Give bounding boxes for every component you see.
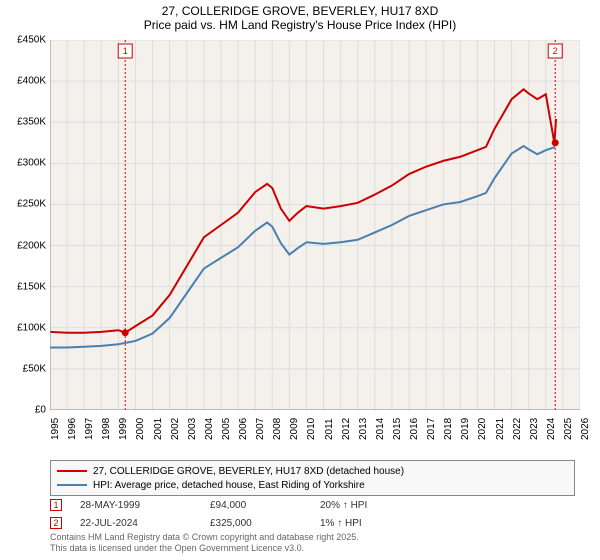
x-tick-label: 2007 [255, 418, 266, 440]
legend-box: 27, COLLERIDGE GROVE, BEVERLEY, HU17 8XD… [50, 460, 575, 496]
x-tick-label: 2008 [272, 418, 283, 440]
event-marker: 2 [50, 517, 62, 529]
x-tick-label: 2013 [358, 418, 369, 440]
x-tick-label: 1997 [84, 418, 95, 440]
x-tick-label: 2025 [563, 418, 574, 440]
footer-line1: Contains HM Land Registry data © Crown c… [50, 532, 359, 543]
event-price: £325,000 [210, 518, 320, 529]
x-tick-label: 2006 [238, 418, 249, 440]
x-tick-label: 2000 [135, 418, 146, 440]
chart-plot-area: 12 [50, 40, 580, 410]
x-tick-label: 2020 [477, 418, 488, 440]
x-tick-label: 2018 [443, 418, 454, 440]
legend-swatch [57, 470, 87, 472]
event-date: 28-MAY-1999 [80, 500, 210, 511]
chart-title-line1: 27, COLLERIDGE GROVE, BEVERLEY, HU17 8XD [0, 0, 600, 18]
x-tick-label: 2017 [426, 418, 437, 440]
x-tick-label: 2022 [512, 418, 523, 440]
footer-attribution: Contains HM Land Registry data © Crown c… [50, 532, 359, 554]
event-pct: 20% ↑ HPI [320, 500, 440, 511]
y-tick-label: £400K [17, 76, 46, 87]
chart-svg: 12 [50, 40, 580, 410]
chart-container: { "title_line1": "27, COLLERIDGE GROVE, … [0, 0, 600, 560]
x-tick-label: 2005 [221, 418, 232, 440]
legend-label: HPI: Average price, detached house, East… [93, 480, 365, 491]
legend-row: 27, COLLERIDGE GROVE, BEVERLEY, HU17 8XD… [57, 464, 568, 478]
x-axis: 1995 1996 1997 1998 1999 2000 2001 2002 2003 2004… [50, 410, 580, 460]
y-tick-label: £350K [17, 117, 46, 128]
x-tick-label: 2023 [529, 418, 540, 440]
y-tick-label: £0 [35, 405, 46, 416]
chart-title-line2: Price paid vs. HM Land Registry's House … [0, 18, 600, 32]
x-tick-label: 2003 [187, 418, 198, 440]
x-tick-label: 2014 [375, 418, 386, 440]
x-tick-label: 2019 [460, 418, 471, 440]
x-tick-label: 2001 [153, 418, 164, 440]
x-tick-label: 2015 [392, 418, 403, 440]
x-tick-label: 2011 [324, 418, 335, 440]
legend-swatch [57, 484, 87, 486]
x-tick-label: 1999 [118, 418, 129, 440]
svg-text:2: 2 [553, 46, 558, 56]
y-tick-label: £300K [17, 158, 46, 169]
event-pct: 1% ↑ HPI [320, 518, 440, 529]
event-date: 22-JUL-2024 [80, 518, 210, 529]
x-tick-label: 2010 [306, 418, 317, 440]
x-tick-label: 2012 [341, 418, 352, 440]
y-tick-label: £200K [17, 240, 46, 251]
y-tick-label: £150K [17, 281, 46, 292]
event-row: 1 28-MAY-1999£94,00020% ↑ HPI [50, 497, 440, 513]
x-tick-label: 2021 [495, 418, 506, 440]
y-tick-label: £50K [23, 363, 46, 374]
x-tick-label: 2016 [409, 418, 420, 440]
x-tick-label: 1996 [67, 418, 78, 440]
y-tick-label: £100K [17, 322, 46, 333]
x-tick-label: 1995 [50, 418, 61, 440]
legend-row: HPI: Average price, detached house, East… [57, 478, 568, 492]
y-tick-label: £450K [17, 35, 46, 46]
x-tick-label: 2024 [546, 418, 557, 440]
x-tick-label: 2026 [580, 418, 591, 440]
legend-label: 27, COLLERIDGE GROVE, BEVERLEY, HU17 8XD… [93, 466, 404, 477]
event-table: 1 28-MAY-1999£94,00020% ↑ HPI 2 22-JUL-2024… [50, 495, 440, 531]
event-row: 2 22-JUL-2024£325,0001% ↑ HPI [50, 515, 440, 531]
event-marker: 1 [50, 499, 62, 511]
y-tick-label: £250K [17, 199, 46, 210]
x-tick-label: 2002 [170, 418, 181, 440]
footer-line2: This data is licensed under the Open Gov… [50, 543, 359, 554]
y-axis: £0£50K£100K£150K£200K£250K£300K£350K£400… [0, 40, 50, 410]
x-tick-label: 2004 [204, 418, 215, 440]
event-price: £94,000 [210, 500, 320, 511]
x-tick-label: 1998 [101, 418, 112, 440]
svg-text:1: 1 [123, 46, 128, 56]
x-tick-label: 2009 [289, 418, 300, 440]
